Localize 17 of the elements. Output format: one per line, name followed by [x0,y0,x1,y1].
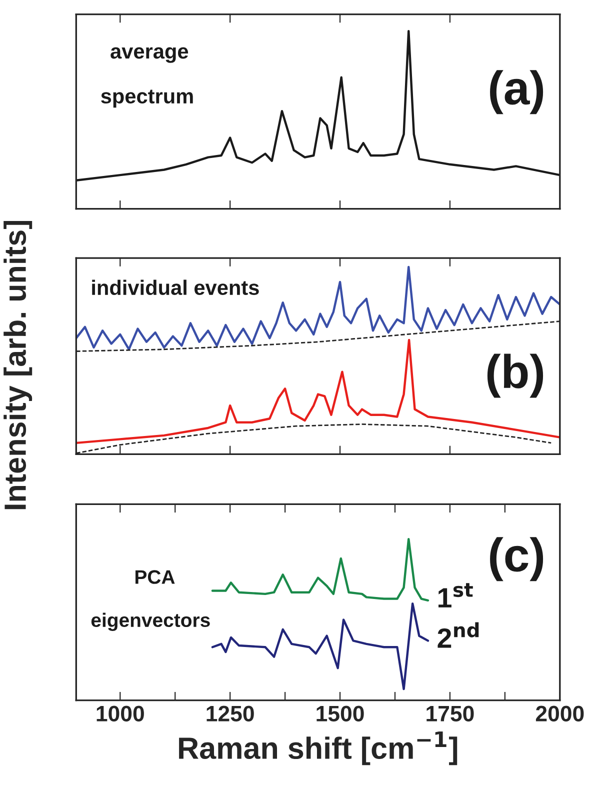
x-tick-label: 1500 [316,706,364,722]
annotation: spectrum [101,90,193,108]
series-label: 1$^{st}$ [438,583,473,608]
x-tick-label: 2000 [536,706,584,722]
x-tick-label: 1250 [206,706,254,722]
annotation: (b) [487,354,544,398]
x-tick-label: 1750 [426,706,474,722]
x-axis-title: Raman shift [cm$^{−1}$] [179,731,458,766]
annotation: individual events [92,280,259,296]
annotation: (a) [490,70,544,114]
annotation: average [110,47,188,63]
annotation: (c) [490,537,544,582]
annotation: PCA [136,570,175,584]
annotation: eigenvectors [91,612,210,631]
y-axis-title: Intensity [arb. units] [4,220,32,510]
series-label: 2$^{nd}$ [438,622,479,648]
x-tick-label: 1000 [96,706,144,722]
